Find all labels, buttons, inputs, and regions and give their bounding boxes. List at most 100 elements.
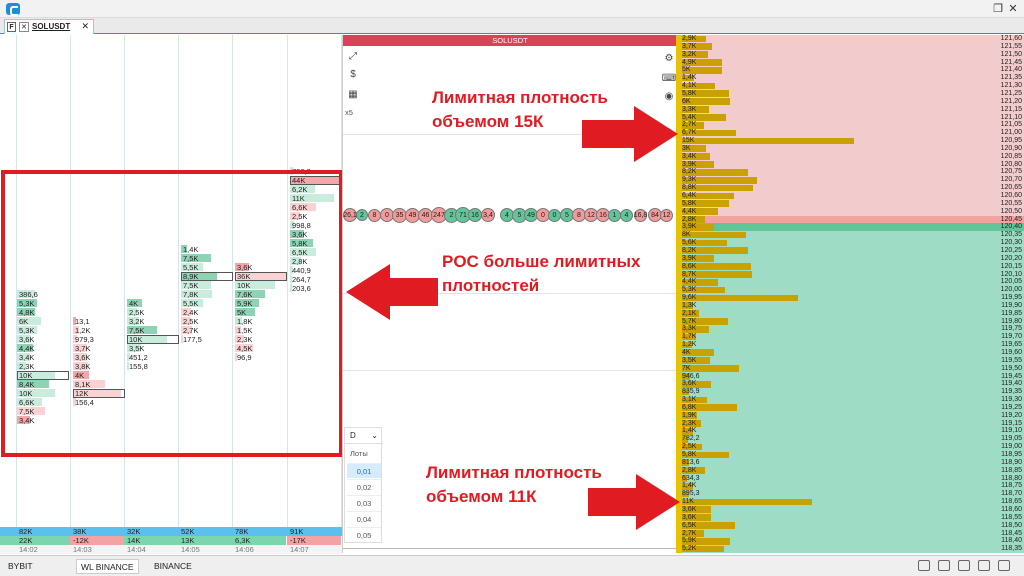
ladder-row[interactable]: 782,2 119,05 <box>676 435 1024 444</box>
ladder-row[interactable]: 3,6K 119,40 <box>676 380 1024 389</box>
ladder-row[interactable]: 3,3K 121,15 <box>676 105 1024 114</box>
layout-icon[interactable] <box>918 560 930 571</box>
ladder-row[interactable]: 9,3K 120,70 <box>676 176 1024 185</box>
keyboard-icon[interactable]: ⌨ <box>661 73 677 84</box>
ladder-row[interactable]: 3,3K 119,75 <box>676 325 1024 334</box>
price-ladder[interactable]: 2,9K 121,60 3,7K 121,55 3,2K 121,50 4,9K 121,45… <box>676 35 1024 554</box>
lot-option[interactable]: 0,01 <box>347 463 381 478</box>
tab-wl-binance[interactable]: WL BINANCE <box>76 559 139 574</box>
ladder-row[interactable]: 2,9K 121,60 <box>676 35 1024 44</box>
ladder-row[interactable]: 8,7K 120,10 <box>676 270 1024 279</box>
period-select[interactable]: D ⌄ <box>345 428 383 444</box>
calculator-icon[interactable]: ▦ <box>348 89 358 100</box>
ladder-row[interactable]: 2,7K 118,45 <box>676 529 1024 538</box>
ladder-row[interactable]: 5,6K 120,30 <box>676 239 1024 248</box>
ladder-row[interactable]: 2,8K 120,45 <box>676 215 1024 224</box>
ladder-row[interactable]: 3,9K 120,20 <box>676 254 1024 263</box>
ladder-row[interactable]: 946,6 119,45 <box>676 372 1024 381</box>
ladder-row[interactable]: 5,7K 119,80 <box>676 317 1024 326</box>
ladder-volume: 11K <box>682 498 694 506</box>
ladder-row[interactable]: 11K 118,65 <box>676 498 1024 507</box>
cluster-bar <box>235 281 275 289</box>
ladder-row[interactable]: 895,3 118,70 <box>676 490 1024 499</box>
ladder-row[interactable]: 634,3 118,80 <box>676 474 1024 483</box>
poc-box <box>17 371 69 380</box>
cluster-cell: 7,8K <box>183 290 199 299</box>
volume-bar <box>682 357 710 365</box>
lot-option[interactable]: 0,05 <box>347 527 381 542</box>
ladder-row[interactable]: 8,2K 120,75 <box>676 168 1024 177</box>
ladder-row[interactable]: 1,4K 119,10 <box>676 427 1024 436</box>
ladder-row[interactable]: 4,1K 121,30 <box>676 82 1024 91</box>
ladder-row[interactable]: 8,6K 120,15 <box>676 262 1024 271</box>
ladder-row[interactable]: 5,4K 121,10 <box>676 113 1024 122</box>
ladder-row[interactable]: 5,8K 121,25 <box>676 89 1024 98</box>
ladder-row[interactable]: 1,4K 118,75 <box>676 482 1024 491</box>
ladder-row[interactable]: 3,7K 121,55 <box>676 42 1024 51</box>
tab-binance[interactable]: BINANCE <box>154 561 192 571</box>
ladder-row[interactable]: 1,7K 119,70 <box>676 333 1024 342</box>
ladder-row[interactable]: 8K 120,35 <box>676 231 1024 240</box>
ladder-row[interactable]: 5,2K 118,35 <box>676 545 1024 554</box>
ladder-row[interactable]: 2,5K 119,00 <box>676 443 1024 452</box>
ladder-row[interactable]: 3,9K 120,80 <box>676 160 1024 169</box>
ladder-row[interactable]: 1,3K 119,90 <box>676 301 1024 310</box>
ladder-row[interactable]: 6,4K 120,60 <box>676 192 1024 201</box>
ladder-row[interactable]: 4,9K 121,45 <box>676 58 1024 67</box>
ladder-row[interactable]: 2,1K 119,85 <box>676 309 1024 318</box>
draw-tool-icon[interactable]: ⤢ <box>349 51 357 62</box>
tab-solusdt[interactable]: F ✕ SOLUSDT ✕ <box>4 19 94 34</box>
ladder-row[interactable]: 6,5K 118,50 <box>676 521 1024 530</box>
ladder-row[interactable]: 6,7K 121,00 <box>676 129 1024 138</box>
lot-option[interactable]: 0,04 <box>347 511 381 526</box>
camera-icon[interactable] <box>978 560 990 571</box>
ladder-row[interactable]: 2,8K 118,85 <box>676 466 1024 475</box>
ladder-row[interactable]: 1,2K 119,65 <box>676 341 1024 350</box>
lot-option[interactable]: 0,02 <box>347 479 381 494</box>
ladder-row[interactable]: 3,5K 119,55 <box>676 356 1024 365</box>
ladder-row[interactable]: 6,8K 119,25 <box>676 403 1024 412</box>
ladder-row[interactable]: 3,4K 120,85 <box>676 152 1024 161</box>
ladder-row[interactable]: 1,4K 121,35 <box>676 74 1024 83</box>
ladder-volume: 782,2 <box>682 435 700 443</box>
ladder-row[interactable]: 6K 121,20 <box>676 97 1024 106</box>
screen-icon[interactable] <box>938 560 950 571</box>
ladder-row[interactable]: 5,9K 118,40 <box>676 537 1024 546</box>
monitor-icon[interactable] <box>958 560 970 571</box>
ladder-row[interactable]: 5,3K 120,00 <box>676 286 1024 295</box>
ladder-price: 121,00 <box>1000 129 1022 137</box>
ladder-row[interactable]: 8,8K 120,65 <box>676 184 1024 193</box>
ladder-row[interactable]: 3K 120,90 <box>676 144 1024 153</box>
ladder-row[interactable]: 4K 119,60 <box>676 348 1024 357</box>
close-window-icon[interactable]: ✕ <box>1008 3 1018 15</box>
ladder-row[interactable]: 4,4K 120,05 <box>676 278 1024 287</box>
ladder-row[interactable]: 3,6K 118,55 <box>676 513 1024 522</box>
ladder-row[interactable]: 15K 120,95 <box>676 137 1024 146</box>
ladder-row[interactable]: 7K 119,50 <box>676 364 1024 373</box>
ladder-row[interactable]: 5,8K 118,95 <box>676 451 1024 460</box>
ladder-row[interactable]: 3,2K 121,50 <box>676 50 1024 59</box>
ladder-row[interactable]: 835,9 119,35 <box>676 388 1024 397</box>
settings-icon[interactable] <box>998 560 1010 571</box>
ladder-row[interactable]: 3,1K 119,30 <box>676 396 1024 405</box>
ladder-row[interactable]: 8,2K 120,25 <box>676 246 1024 255</box>
ladder-row[interactable]: 813,6 118,90 <box>676 458 1024 467</box>
ladder-row[interactable]: 3,6K 118,60 <box>676 505 1024 514</box>
tab-bybit[interactable]: BYBIT <box>8 561 33 571</box>
ladder-row[interactable]: 9,6K 119,95 <box>676 294 1024 303</box>
gear-icon[interactable]: ⚙ <box>664 53 674 64</box>
ladder-volume: 8,6K <box>682 262 697 270</box>
ladder-row[interactable]: 2,3K 119,15 <box>676 419 1024 428</box>
ladder-volume: 4,4K <box>682 207 697 215</box>
lot-option[interactable]: 0,03 <box>347 495 381 510</box>
ladder-row[interactable]: 5,8K 120,55 <box>676 199 1024 208</box>
ladder-row[interactable]: 4,4K 120,50 <box>676 207 1024 216</box>
restore-window-icon[interactable]: ❐ <box>993 3 1003 15</box>
eye-icon[interactable]: ◉ <box>664 91 674 102</box>
ladder-row[interactable]: 2,7K 121,05 <box>676 121 1024 130</box>
close-tab-icon[interactable]: ✕ <box>81 21 89 31</box>
ladder-row[interactable]: 5K 121,40 <box>676 66 1024 75</box>
dollar-icon[interactable]: $ <box>350 69 356 80</box>
ladder-row[interactable]: 3,9K 120,40 <box>676 223 1024 232</box>
ladder-row[interactable]: 1,9K 119,20 <box>676 411 1024 420</box>
